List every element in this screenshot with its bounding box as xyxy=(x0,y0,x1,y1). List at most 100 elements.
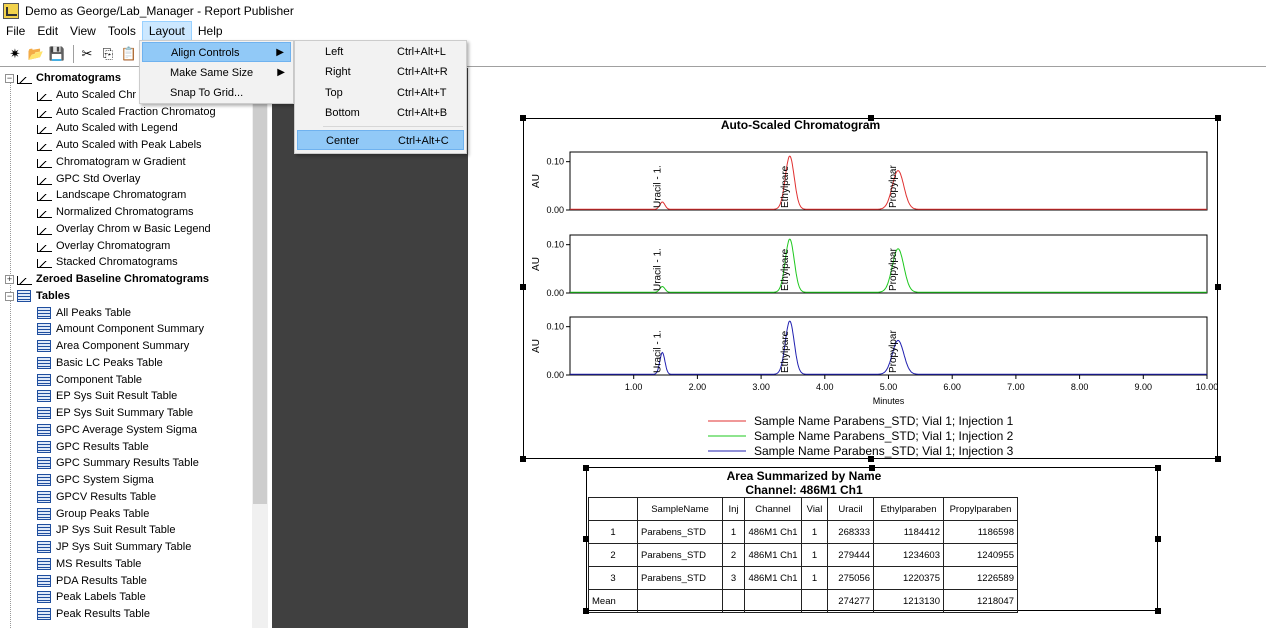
tree-item-label: Amount Component Summary xyxy=(56,323,204,335)
tree-item-table[interactable]: JP Sys Suit Summary Table xyxy=(37,539,191,555)
tree-item-label: Component Table xyxy=(56,374,143,386)
resize-handle[interactable] xyxy=(1155,536,1161,542)
menu-item-make-same-size[interactable]: Make Same Size ▶ xyxy=(142,63,291,83)
resize-handle[interactable] xyxy=(868,456,874,462)
tree-item-table[interactable]: Basic LC Peaks Table xyxy=(37,355,163,371)
table-cell xyxy=(637,589,723,613)
menu-item-snap-to-grid[interactable]: Snap To Grid... xyxy=(142,83,291,103)
tree-item-table[interactable]: Component Table xyxy=(37,372,142,388)
table-cell: 1 xyxy=(801,566,828,590)
tree-folder-tables[interactable]: − Tables xyxy=(5,288,70,304)
open-folder-icon[interactable]: 📂 xyxy=(27,45,45,61)
tree-item-chromatogram[interactable]: Landscape Chromatogram xyxy=(37,187,186,203)
tree-item-label: Auto Scaled with Legend xyxy=(56,122,178,134)
table-cell: 1 xyxy=(588,520,638,544)
y-tick-label: 0.10 xyxy=(546,157,564,167)
menu-item-label: Bottom xyxy=(325,107,360,119)
table-cell: 3 xyxy=(722,566,745,590)
x-tick-label: 7.00 xyxy=(1007,382,1025,392)
tree-item-table[interactable]: Peak Results Table xyxy=(37,606,150,622)
tree-item-chromatogram[interactable]: Auto Scaled Chr xyxy=(37,87,136,103)
tree-item-chromatogram[interactable]: Auto Scaled with Peak Labels xyxy=(37,137,202,153)
wizard-icon[interactable]: ✷ xyxy=(9,45,21,61)
tree-item-table[interactable]: Amount Component Summary xyxy=(37,321,204,337)
table-icon xyxy=(37,474,51,486)
tree-folder-chromatograms[interactable]: − Chromatograms xyxy=(5,70,121,86)
resize-handle[interactable] xyxy=(869,465,875,471)
tree-item-chromatogram[interactable]: Auto Scaled with Legend xyxy=(37,120,178,136)
resize-handle[interactable] xyxy=(520,284,526,290)
tree-item-table[interactable]: Area Component Summary xyxy=(37,338,189,354)
tree-folder-label: Chromatograms xyxy=(36,72,121,84)
tree-scrollbar-thumb[interactable] xyxy=(253,70,267,504)
tree-item-table[interactable]: GPC Summary Results Table xyxy=(37,455,199,471)
resize-handle[interactable] xyxy=(583,465,589,471)
table-cell: 1 xyxy=(722,520,745,544)
tree-item-table[interactable]: MS Results Table xyxy=(37,556,141,572)
resize-handle[interactable] xyxy=(583,536,589,542)
tree-item-table[interactable]: Group Peaks Table xyxy=(37,506,149,522)
tree-item-chromatogram[interactable]: Stacked Chromatograms xyxy=(37,254,178,270)
expand-icon[interactable]: + xyxy=(5,273,14,284)
tree-item-table[interactable]: GPCV Results Table xyxy=(37,489,156,505)
resize-handle[interactable] xyxy=(868,115,874,121)
tree-item-table[interactable]: PDA Results Table xyxy=(37,573,147,589)
tree-item-chromatogram[interactable]: Overlay Chromatogram xyxy=(37,238,170,254)
tree-item-table[interactable]: All Peaks Table xyxy=(37,305,131,321)
resize-handle[interactable] xyxy=(1155,465,1161,471)
menu-item-align-bottom[interactable]: Bottom Ctrl+Alt+B xyxy=(297,103,464,123)
tree-item-label: Auto Scaled Chr xyxy=(56,89,137,101)
y-tick-label: 0.00 xyxy=(546,288,564,298)
menu-tools[interactable]: Tools xyxy=(107,24,136,38)
table-row: 3 Parabens_STD 3 486M1 Ch1 1 275056 1220375 122… xyxy=(588,566,1018,590)
table-header-cell: Uracil xyxy=(827,497,874,521)
table-title: Area Summarized by Name xyxy=(726,469,882,483)
menu-help[interactable]: Help xyxy=(197,24,223,38)
menu-item-align-controls[interactable]: Align Controls ▶ xyxy=(142,42,291,62)
window-title: Demo as George/Lab_Manager - Report Publ… xyxy=(25,3,294,18)
menu-layout[interactable]: Layout xyxy=(141,21,192,41)
table-cell: Parabens_STD xyxy=(637,566,723,590)
menu-file[interactable]: File xyxy=(6,24,26,38)
collapse-icon[interactable]: − xyxy=(5,290,14,301)
cut-icon[interactable]: ✂ xyxy=(81,45,93,61)
tree-item-chromatogram[interactable]: Chromatogram w Gradient xyxy=(37,154,186,170)
menu-item-align-center[interactable]: Center Ctrl+Alt+C xyxy=(297,130,464,150)
chromatogram-control[interactable] xyxy=(523,118,1218,459)
table-icon xyxy=(37,323,51,335)
tree-item-chromatogram[interactable]: Normalized Chromatograms xyxy=(37,204,194,220)
save-icon[interactable]: 💾 xyxy=(48,45,66,61)
tree-item-chromatogram[interactable]: GPC Std Overlay xyxy=(37,171,140,187)
tree-item-table[interactable]: GPC System Sigma xyxy=(37,472,154,488)
tree-item-table[interactable]: JP Sys Suit Result Table xyxy=(37,522,175,538)
tree-item-chromatogram[interactable]: Overlay Chrom w Basic Legend xyxy=(37,221,211,237)
tree-item-table[interactable]: GPC Average System Sigma xyxy=(37,422,197,438)
tree-item-table[interactable]: Peak Labels Table xyxy=(37,589,146,605)
tree-item-table[interactable]: EP Sys Suit Summary Table xyxy=(37,405,193,421)
resize-handle[interactable] xyxy=(1215,456,1221,462)
resize-handle[interactable] xyxy=(1215,284,1221,290)
resize-handle[interactable] xyxy=(583,608,589,614)
menu-view[interactable]: View xyxy=(70,24,96,38)
tree-item-table[interactable]: EP Sys Suit Result Table xyxy=(37,388,177,404)
collapse-icon[interactable]: − xyxy=(5,72,14,83)
tree-item-chromatogram[interactable]: Auto Scaled Fraction Chromatog xyxy=(37,104,216,120)
table-cell: 486M1 Ch1 xyxy=(744,543,802,567)
resize-handle[interactable] xyxy=(520,115,526,121)
menu-item-align-right[interactable]: Right Ctrl+Alt+R xyxy=(297,62,464,82)
resize-handle[interactable] xyxy=(1215,115,1221,121)
tree-folder-zeroed-baseline[interactable]: + Zeroed Baseline Chromatograms xyxy=(5,271,209,287)
menu-edit[interactable]: Edit xyxy=(37,24,59,38)
tree-item-table[interactable]: GPC Results Table xyxy=(37,439,149,455)
copy-icon[interactable]: ⎘ xyxy=(102,45,114,61)
resize-handle[interactable] xyxy=(520,456,526,462)
resize-handle[interactable] xyxy=(1155,608,1161,614)
tree-item-label: Group Peaks Table xyxy=(56,508,150,520)
x-tick-label: 2.00 xyxy=(689,382,707,392)
peak-label: Ethylpare xyxy=(780,165,791,208)
tree-folder-label: Zeroed Baseline Chromatograms xyxy=(36,273,209,285)
menu-item-align-top[interactable]: Top Ctrl+Alt+T xyxy=(297,83,464,103)
paste-icon[interactable]: 📋 xyxy=(120,45,138,61)
y-axis-label: AU xyxy=(531,257,542,271)
menu-item-align-left[interactable]: Left Ctrl+Alt+L xyxy=(297,42,464,62)
